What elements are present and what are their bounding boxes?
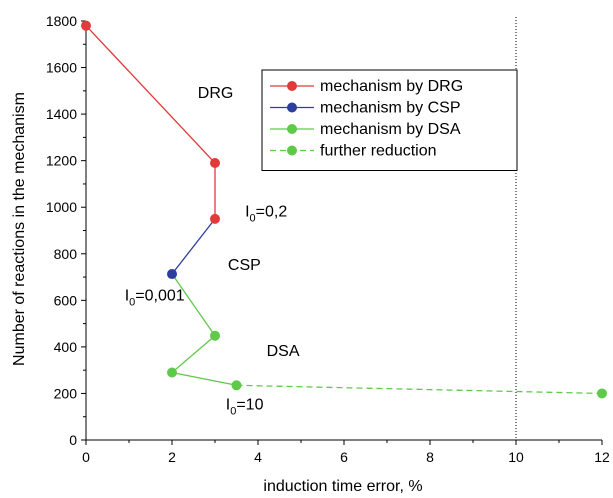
x-tick-label: 6 <box>340 449 348 465</box>
y-tick-label: 1200 <box>46 153 77 169</box>
y-tick-label: 0 <box>69 432 77 448</box>
x-tick-label: 4 <box>254 449 262 465</box>
data-point <box>597 388 607 399</box>
y-tick-label: 200 <box>54 385 78 401</box>
data-point <box>231 380 242 391</box>
legend-marker <box>287 102 297 113</box>
series-line <box>85 25 216 219</box>
annotation: DSA <box>267 343 300 360</box>
y-tick-label: 1800 <box>46 13 77 29</box>
annotation: CSP <box>228 257 261 274</box>
data-point <box>167 367 177 378</box>
y-tick-label: 600 <box>54 292 78 308</box>
legend: mechanism by DRG mechanism by CSP mechanis… <box>261 69 518 171</box>
series-points <box>81 20 607 399</box>
x-axis-label: induction time error, % <box>263 478 422 495</box>
y-tick-label: 1000 <box>46 199 77 215</box>
data-point <box>167 269 177 280</box>
legend-box <box>261 69 518 171</box>
data-point <box>210 330 220 341</box>
annotation: I0=0,001 <box>125 287 185 308</box>
y-tick-label: 800 <box>54 246 78 262</box>
data-point <box>210 157 220 168</box>
legend-label: mechanism by DRG <box>320 78 463 95</box>
legend-marker <box>287 124 297 134</box>
annotations: DRG CSP DSA I0=0,2 I0=0,001 I0=10 <box>125 85 300 418</box>
x-tick-label: 2 <box>168 449 176 465</box>
x-tick-label: 0 <box>82 449 90 465</box>
y-axis-label: Number of reactions in the mechanism <box>11 92 28 366</box>
legend-label: mechanism by CSP <box>320 100 461 117</box>
legend-label: further reduction <box>320 143 437 160</box>
data-point <box>81 20 91 31</box>
annotation: I0=10 <box>226 397 264 418</box>
series-line <box>171 218 216 275</box>
data-point <box>210 213 220 224</box>
y-tick-label: 1400 <box>46 106 77 122</box>
x-tick-label: 8 <box>426 449 434 465</box>
y-tick-label: 1600 <box>46 60 77 76</box>
series-line <box>170 273 237 386</box>
legend-label: mechanism by DSA <box>320 121 461 138</box>
annotation: I0=0,2 <box>245 204 287 225</box>
x-tick-label: 10 <box>508 449 524 465</box>
axes: 0 2 4 6 8 10 12 0 200 400 600 800 1000 1200 1400 1600 18… <box>46 13 610 465</box>
legend-marker <box>287 81 297 91</box>
annotation: DRG <box>198 85 234 102</box>
x-tick-label: 12 <box>594 449 610 465</box>
y-tick-label: 400 <box>54 339 78 355</box>
series-line <box>236 384 603 395</box>
legend-marker <box>287 145 297 156</box>
